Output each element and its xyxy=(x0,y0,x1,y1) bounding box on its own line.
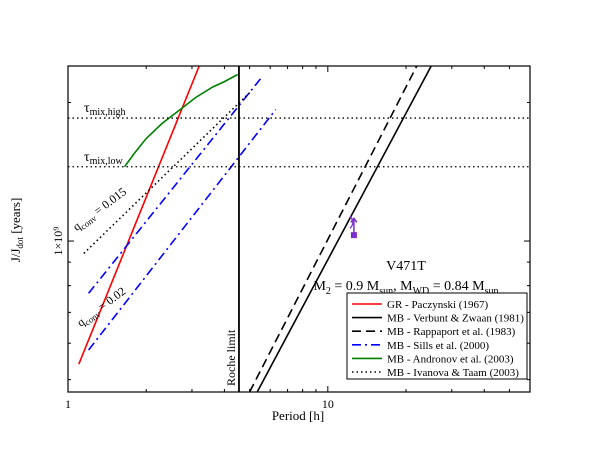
series-gr-paczynski-1967-line xyxy=(78,66,200,365)
x-tick-label-10: 10 xyxy=(322,397,334,411)
series-mb-verbunt-zwaan-1981-line xyxy=(256,66,432,392)
v471t-error-arc xyxy=(349,215,354,229)
series-mb-sills-et-al-2000-line-1 xyxy=(87,78,262,294)
legend-label-mb-andronov-et-al-2003: MB - Andronov et al. (2003) xyxy=(387,353,514,365)
legend: GR - Paczynski (1967) MB - Verbunt & Zwaa… xyxy=(346,292,528,380)
y-tick-label: 1×10⁹ xyxy=(51,227,65,256)
object-name: V471T xyxy=(386,259,426,274)
legend-label-mb-rappaport-et-al-1983: MB - Rappaport et al. (1983) xyxy=(387,326,516,338)
x-tick-label-1: 1 xyxy=(65,397,71,411)
plot-frame xyxy=(67,65,531,393)
object-parameters: M2 = 0.9 Msun, MWD = 0.84 Msun xyxy=(313,279,498,297)
series-mb-andronov-et-al-2003-line xyxy=(123,73,239,168)
v471t-error-cap xyxy=(350,217,358,223)
legend-label-mb-ivanova-taam-2003: MB - Ivanova & Taam (2003) xyxy=(387,367,519,379)
legend-label-mb-verbunt-zwaan-1981: MB - Verbunt & Zwaan (1981) xyxy=(387,313,524,325)
series-mb-sills-et-al-2000-line-2 xyxy=(87,109,277,351)
legend-label-mb-sills-et-al-2000: MB - Sills et al. (2000) xyxy=(387,340,489,352)
series-mb-rappaport-et-al-1983-line xyxy=(248,66,418,392)
legend-box xyxy=(346,292,528,380)
legend-label-gr-paczynski-1967: GR - Paczynski (1967) xyxy=(387,299,488,311)
v471t-data-point xyxy=(350,232,357,239)
x-axis-label: Period [h] xyxy=(272,408,324,423)
roche-limit-label: Roche limit xyxy=(224,329,238,386)
y-axis-label: J/Jdot [years] xyxy=(8,198,25,263)
